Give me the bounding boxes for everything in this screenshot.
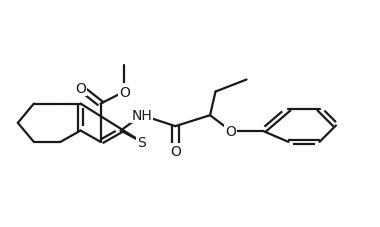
Text: O: O xyxy=(75,81,86,95)
Text: NH: NH xyxy=(131,109,152,123)
Text: S: S xyxy=(138,135,146,149)
Text: O: O xyxy=(170,145,181,159)
Text: O: O xyxy=(225,124,236,138)
Text: O: O xyxy=(119,85,130,99)
